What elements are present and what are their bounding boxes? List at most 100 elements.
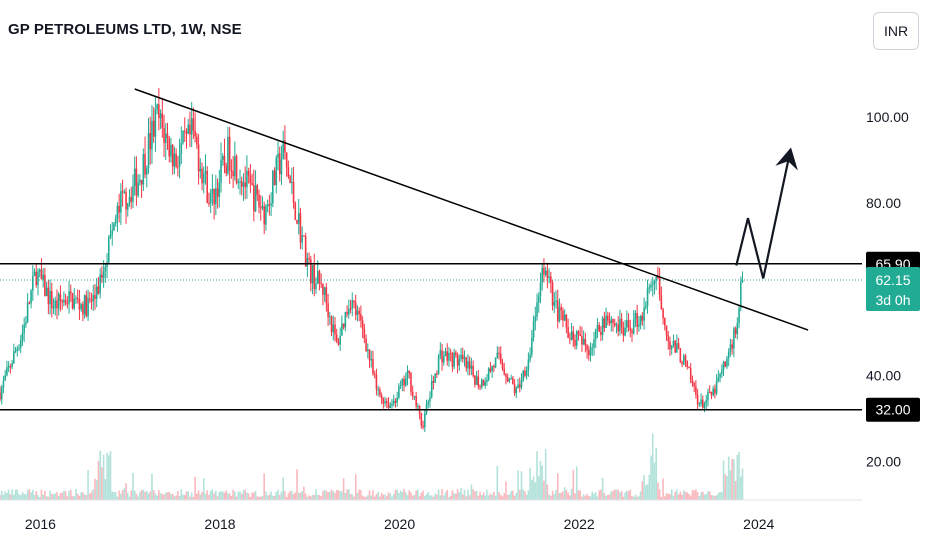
volume-bar <box>638 495 640 500</box>
candle-body <box>215 188 217 205</box>
volume-bar <box>232 489 234 500</box>
volume-bar <box>513 495 516 500</box>
volume-bar <box>534 482 537 500</box>
volume-bar <box>498 491 500 500</box>
volume-bar <box>677 494 680 500</box>
candle-body <box>75 298 77 300</box>
candle-body <box>591 347 594 349</box>
volume-bar <box>358 489 360 500</box>
volume-bar <box>256 496 259 500</box>
candle-body <box>486 379 488 382</box>
volume-bar <box>263 473 265 500</box>
candle-body <box>38 269 41 272</box>
candle-body <box>444 351 447 357</box>
candle-body <box>430 381 433 398</box>
candle-body <box>695 386 697 395</box>
volume-bar <box>529 467 531 500</box>
candle-body <box>292 181 295 203</box>
volume-bar <box>57 495 60 500</box>
candle-body <box>518 384 521 388</box>
volume-bar <box>315 489 317 500</box>
volume-bar <box>151 473 153 500</box>
volume-bar <box>94 478 96 500</box>
candle-body <box>71 293 74 309</box>
volume-bar <box>720 492 723 500</box>
volume-bar <box>403 489 405 500</box>
candle-body <box>520 380 523 388</box>
candle-body <box>480 380 483 388</box>
candlesticks <box>0 88 744 433</box>
candle-body <box>373 373 376 375</box>
volume-bar <box>251 492 253 500</box>
volume-bar <box>582 494 585 500</box>
candle-body <box>724 361 727 367</box>
volume-bar <box>95 480 98 500</box>
volume-bar <box>26 490 29 500</box>
volume-bar <box>234 491 236 500</box>
volume-bar <box>90 491 93 500</box>
candle-body <box>584 338 587 346</box>
candle-body <box>555 300 557 302</box>
candle-body <box>187 124 190 134</box>
candle-body <box>337 341 340 345</box>
candle-body <box>399 385 402 387</box>
candle-body <box>669 341 671 350</box>
candle-body <box>180 142 183 154</box>
volume-bar <box>4 491 6 500</box>
volume-bar <box>653 462 656 500</box>
candle-body <box>128 196 131 204</box>
candle-body <box>95 286 98 299</box>
candle-body <box>613 323 616 326</box>
candle-body <box>477 376 480 387</box>
candle-body <box>632 319 635 334</box>
candle-body <box>385 401 388 404</box>
candle-body <box>354 302 357 316</box>
candle-body <box>684 355 687 361</box>
volume-bar <box>427 492 430 500</box>
candle-body <box>32 275 34 291</box>
volume-bar <box>531 479 533 500</box>
candle-body <box>341 323 343 336</box>
volume-bar <box>501 496 504 500</box>
volume-bar <box>101 467 103 500</box>
candle-body <box>681 362 683 365</box>
candle-body <box>168 138 171 157</box>
candle-body <box>14 350 17 352</box>
candle-body <box>676 343 678 353</box>
currency-button[interactable]: INR <box>873 12 919 50</box>
candle-body <box>270 203 272 206</box>
volume-bar <box>284 490 286 500</box>
volume-bar <box>577 490 580 500</box>
price-axis[interactable]: 20.00 40.00 80.00 100.00 <box>866 109 909 469</box>
volume-bar <box>147 493 150 500</box>
volume-bar <box>202 478 205 500</box>
volume-bar <box>66 496 69 500</box>
volume-bar <box>64 491 67 500</box>
candle-body <box>118 205 120 213</box>
volume-bar <box>287 493 290 500</box>
candle-body <box>315 283 317 290</box>
time-axis[interactable]: 2016 2018 2020 2022 2024 <box>25 516 775 532</box>
projection-arrow[interactable] <box>735 151 792 279</box>
volume-bar <box>475 490 478 500</box>
candle-body <box>97 286 100 294</box>
volume-bar <box>40 489 43 500</box>
volume-bar <box>30 492 32 500</box>
candle-body <box>329 316 331 318</box>
candle-body <box>244 182 247 188</box>
volume-bar <box>344 492 347 500</box>
candle-body <box>439 350 442 356</box>
volume-bar <box>311 495 314 500</box>
volume-bar <box>111 491 114 500</box>
volume-bar <box>177 490 179 500</box>
volume-bar <box>223 492 226 500</box>
candle-body <box>216 188 219 197</box>
candle-body <box>266 204 269 207</box>
descending-trendline[interactable] <box>134 88 809 331</box>
candle-body <box>90 299 93 302</box>
volume-bar <box>733 459 735 500</box>
volume-bar <box>154 493 157 500</box>
candle-body <box>482 380 485 386</box>
volume-bar <box>493 491 495 500</box>
